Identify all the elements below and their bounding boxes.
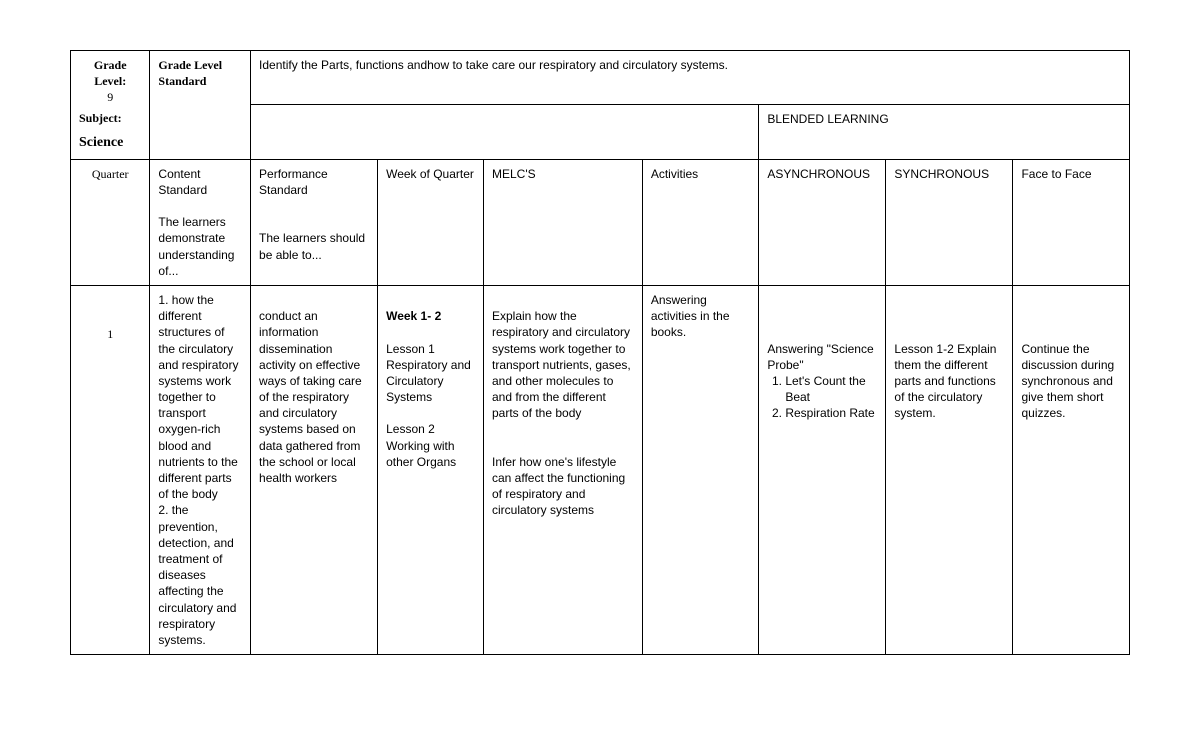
column-headers: Quarter Content Standard The learners de… (71, 159, 1130, 285)
melc-1: Explain how the respiratory and circulat… (492, 309, 631, 420)
melc-2: Infer how one's lifestyle can affect the… (492, 455, 625, 518)
async-lead: Answering "Science Probe" (767, 342, 873, 372)
cell-content-standard: 1. how the different structures of the c… (150, 285, 251, 654)
perf-text: conduct an information dissemination act… (259, 309, 362, 485)
async-list: Let's Count the Beat Respiration Rate (785, 373, 877, 422)
col-week: Week of Quarter (378, 159, 484, 285)
sync-text: Lesson 1-2 Explain them the different pa… (894, 342, 996, 421)
lesson2-title: Working with other Organs (386, 439, 456, 469)
cell-week: Week 1- 2 Lesson 1 Respiratory and Circu… (378, 285, 484, 654)
col-content-standard-body: The learners demonstrate understanding o… (158, 215, 234, 278)
col-performance-standard: Performance Standard The learners should… (251, 159, 378, 285)
col-content-standard: Content Standard The learners demonstrat… (150, 159, 251, 285)
blended-learning-label: BLENDED LEARNING (759, 105, 1130, 159)
lesson1-title: Respiratory and Circulatory Systems (386, 358, 471, 404)
col-melcs: MELC'S (483, 159, 642, 285)
cell-f2f: Continue the discussion during synchrono… (1013, 285, 1130, 654)
async-item-1: Let's Count the Beat (785, 373, 877, 405)
col-quarter: Quarter (71, 159, 150, 285)
f2f-text: Continue the discussion during synchrono… (1021, 342, 1114, 421)
subject-label: Subject: (79, 110, 141, 126)
cell-activities: Answering activities in the books. (642, 285, 758, 654)
table-row: 1 1. how the different structures of the… (71, 285, 1130, 654)
grade-level-value: 9 (107, 90, 113, 104)
col-performance-standard-body: The learners should be able to... (259, 231, 365, 261)
lesson1-label: Lesson 1 (386, 342, 435, 356)
subject-value: Science (79, 134, 141, 153)
cell-quarter: 1 (71, 285, 150, 654)
content-text: 1. how the different structures of the c… (158, 293, 238, 647)
col-sync: SYNCHRONOUS (886, 159, 1013, 285)
async-item-2: Respiration Rate (785, 405, 877, 421)
grade-subject-cell: Grade Level: 9 Subject: Science (71, 51, 150, 160)
grade-level-label: Grade Level: (94, 58, 127, 88)
grade-level-standard-text: Identify the Parts, functions andhow to … (251, 51, 1130, 105)
grade-level-standard-label: Grade Level Standard (150, 51, 251, 160)
curriculum-table: Grade Level: 9 Subject: Science Grade Le… (70, 50, 1130, 655)
col-async: ASYNCHRONOUS (759, 159, 886, 285)
col-activities: Activities (642, 159, 758, 285)
header-row-1: Grade Level: 9 Subject: Science Grade Le… (71, 51, 1130, 105)
blended-spacer (251, 105, 759, 159)
cell-melcs: Explain how the respiratory and circulat… (483, 285, 642, 654)
col-f2f: Face to Face (1013, 159, 1130, 285)
col-performance-standard-title: Performance Standard (259, 167, 328, 197)
cell-performance-standard: conduct an information dissemination act… (251, 285, 378, 654)
week-title: Week 1- 2 (386, 309, 441, 323)
cell-sync: Lesson 1-2 Explain them the different pa… (886, 285, 1013, 654)
col-content-standard-title: Content Standard (158, 167, 207, 197)
cell-async: Answering "Science Probe" Let's Count th… (759, 285, 886, 654)
lesson2-label: Lesson 2 (386, 422, 435, 436)
